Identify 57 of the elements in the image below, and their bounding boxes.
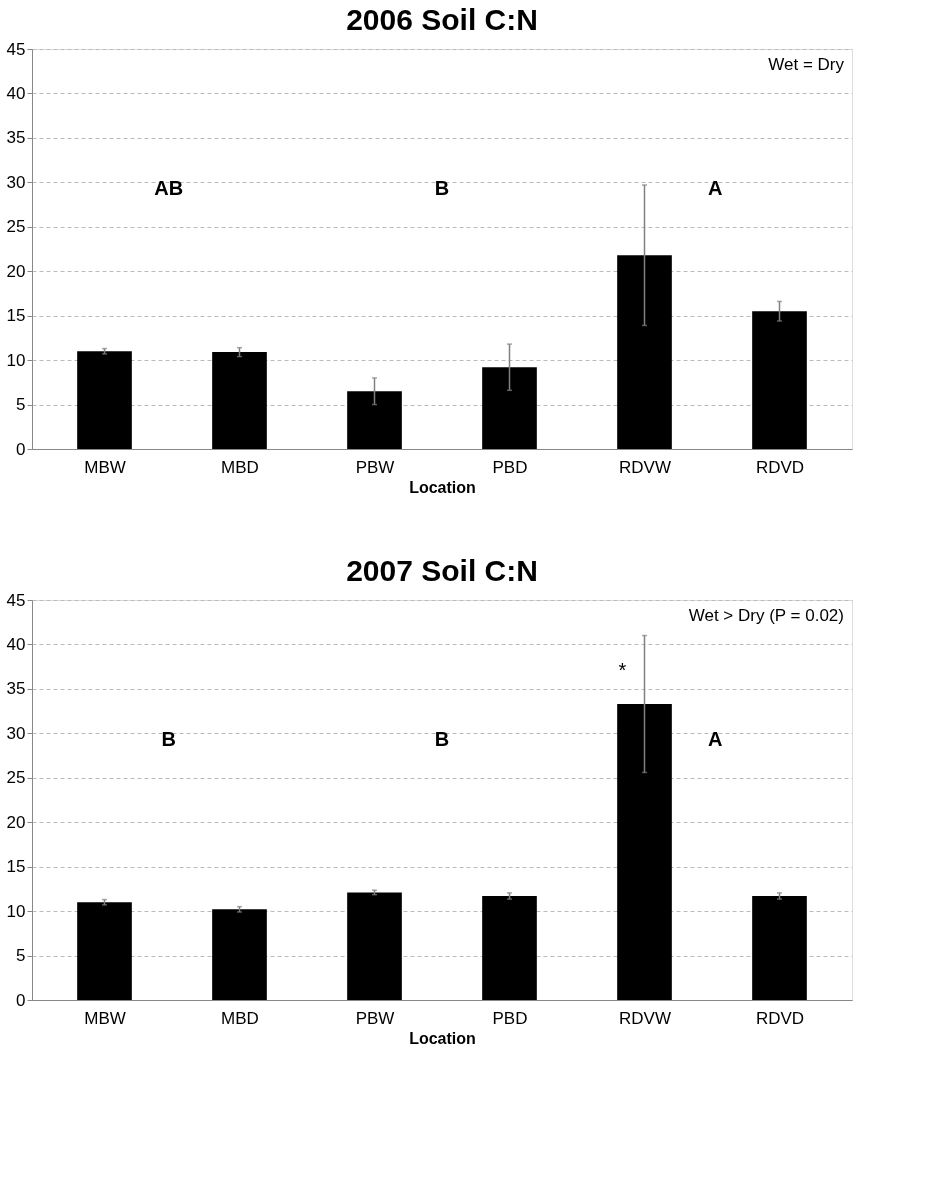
annotation: Wet > Dry (P = 0.02) (688, 606, 844, 625)
annotation: B (434, 177, 450, 199)
x-tick-label: MBW (84, 457, 126, 477)
y-tick-label: 25 (6, 217, 26, 237)
y-tick-label: 5 (16, 395, 26, 415)
y-tick-label: 30 (6, 172, 26, 192)
y-tick-label: 10 (6, 350, 26, 370)
bar (212, 909, 267, 1000)
chart-title: 2007 Soil C:N (346, 554, 538, 587)
x-tick-label: MBD (221, 457, 259, 477)
x-tick-label: PBW (355, 1008, 395, 1028)
bar (617, 704, 672, 1000)
x-tick-label: PBD (492, 457, 528, 477)
bar (347, 391, 402, 449)
annotation: A (708, 177, 723, 199)
x-axis-title: Location (409, 478, 476, 496)
y-tick-label: 35 (6, 679, 26, 699)
y-tick-label: 5 (16, 946, 26, 966)
y-tick-label: 30 (6, 723, 26, 743)
y-tick-label: 25 (6, 768, 26, 788)
y-tick-label: 0 (16, 990, 26, 1010)
x-tick-label: RDVD (755, 457, 805, 477)
y-tick-label: 15 (6, 857, 26, 877)
annotation: A (708, 728, 723, 750)
annotation: B (434, 728, 450, 750)
annotation: Wet = Dry (768, 55, 845, 74)
bar (347, 892, 402, 1000)
bar (752, 311, 807, 449)
y-tick-label: 10 (6, 901, 26, 921)
x-axis-title: Location (409, 1029, 476, 1047)
y-tick-label: 20 (6, 812, 26, 832)
bar (617, 255, 672, 449)
x-tick-label: PBD (492, 1008, 528, 1028)
y-tick-label: 40 (6, 634, 26, 654)
x-tick-label: PBW (355, 457, 395, 477)
bar (77, 902, 132, 1000)
bar (212, 352, 267, 449)
x-tick-label: MBW (84, 1008, 126, 1028)
x-tick-label: RDVW (619, 457, 671, 477)
y-tick-label: 15 (6, 306, 26, 326)
x-tick-label: RDVD (755, 1008, 805, 1028)
bar (752, 896, 807, 1000)
y-tick-label: 40 (6, 83, 26, 103)
chart-title: 2006 Soil C:N (346, 3, 538, 36)
annotation: * (618, 659, 627, 682)
annotation: AB (154, 177, 184, 199)
annotation: B (161, 728, 176, 750)
bar (482, 896, 537, 1000)
x-tick-label: RDVW (619, 1008, 671, 1028)
y-tick-label: 0 (16, 439, 26, 459)
y-tick-label: 45 (6, 39, 26, 59)
bar (77, 351, 132, 449)
y-tick-label: 20 (6, 261, 26, 281)
y-tick-label: 45 (6, 590, 26, 610)
bar (482, 367, 537, 449)
y-tick-label: 35 (6, 128, 26, 148)
x-tick-label: MBD (221, 1008, 259, 1028)
